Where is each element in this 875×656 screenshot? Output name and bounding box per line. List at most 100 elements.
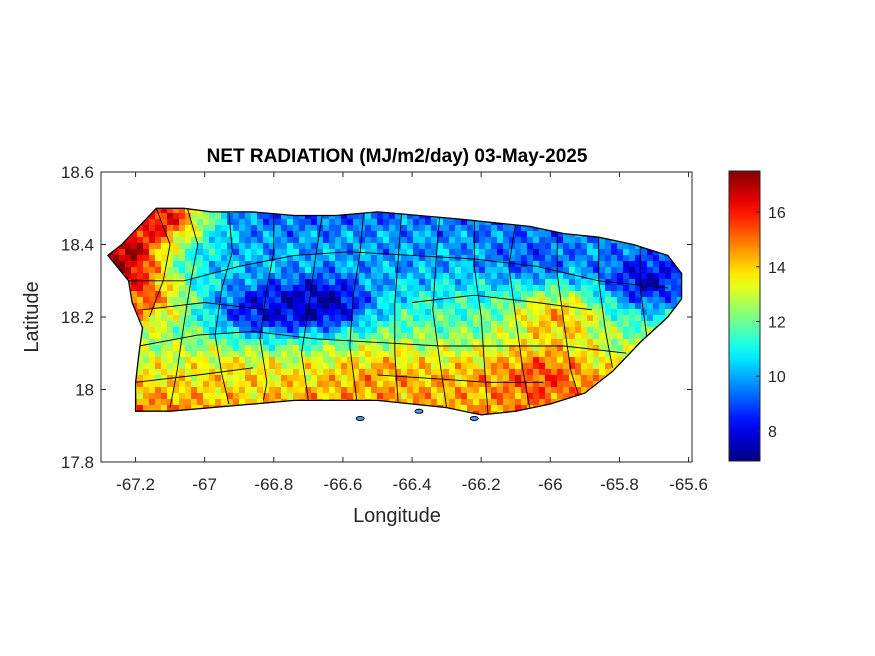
field-cell [161,219,168,226]
field-cell [569,321,576,328]
field-cell [329,291,336,298]
field-cell [521,309,528,316]
field-cell [569,237,576,244]
field-cell [641,279,648,286]
field-cell [413,285,420,292]
field-cell [269,351,276,358]
field-cell [269,321,276,328]
field-cell [173,399,180,406]
field-cell [305,363,312,370]
field-cell [305,213,312,220]
field-cell [503,345,510,352]
field-cell [485,315,492,322]
field-cell [533,339,540,346]
field-cell [467,303,474,310]
field-cell [527,261,534,268]
field-cell [617,297,624,304]
field-cell [233,369,240,376]
field-cell [383,321,390,328]
field-cell [179,351,186,358]
field-cell [185,357,192,364]
field-cell [371,351,378,358]
field-cell [377,345,384,352]
field-cell [623,327,630,334]
field-cell [281,285,288,292]
field-cell [515,363,522,370]
field-cell [191,297,198,304]
field-cell [185,297,192,304]
x-axis-ticks: -67.2 -67 -66.8 -66.6 -66.4 -66.2 -66 -65.8 -65.… [116,172,708,494]
field-cell [263,303,270,310]
field-cell [485,309,492,316]
field-cell [179,327,186,334]
field-cell [587,285,594,292]
field-cell [227,351,234,358]
field-cell [425,249,432,256]
field-cell [221,333,228,340]
field-cell [335,333,342,340]
field-cell [239,393,246,400]
field-cell [185,225,192,232]
field-cell [455,357,462,364]
field-cell [521,327,528,334]
field-cell [467,387,474,394]
field-cell [287,225,294,232]
field-cell [215,237,222,244]
field-cell [197,375,204,382]
field-cell [155,219,162,226]
field-cell [323,369,330,376]
field-cell [341,345,348,352]
field-cell [449,231,456,238]
field-cell [293,225,300,232]
field-cell [221,255,228,262]
field-cell [275,309,282,316]
field-cell [359,339,366,346]
field-cell [521,351,528,358]
field-cell [641,261,648,268]
field-cell [233,297,240,304]
field-cell [203,243,210,250]
field-cell [485,363,492,370]
field-cell [569,285,576,292]
field-cell [305,375,312,382]
field-cell [377,357,384,364]
field-cell [545,381,552,388]
municipal-boundary [598,237,613,368]
field-cell [557,243,564,250]
field-cell [311,309,318,316]
field-cell [623,243,630,250]
field-cell [515,237,522,244]
field-cell [605,297,612,304]
field-cell [191,213,198,220]
field-cell [467,249,474,256]
field-cell [311,369,318,376]
field-cell [563,267,570,274]
field-cell [533,381,540,388]
field-cell [545,309,552,316]
field-cell [311,375,318,382]
field-cell [185,363,192,370]
field-cell [269,291,276,298]
field-cell [491,285,498,292]
field-cell [167,291,174,298]
field-cell [473,405,480,412]
field-cell [365,303,372,310]
field-cell [275,267,282,274]
field-cell [323,267,330,274]
field-cell [293,237,300,244]
field-cell [419,321,426,328]
municipal-boundary [432,215,448,408]
field-cell [473,231,480,238]
field-cell [449,291,456,298]
field-cell [599,321,606,328]
field-cell [239,297,246,304]
field-cell [221,291,228,298]
field-cell [161,303,168,310]
field-cell [281,273,288,280]
field-cell [251,381,258,388]
field-cell [461,231,468,238]
field-cell [557,345,564,352]
field-cell [389,315,396,322]
field-cell [431,357,438,364]
field-cell [149,297,156,304]
